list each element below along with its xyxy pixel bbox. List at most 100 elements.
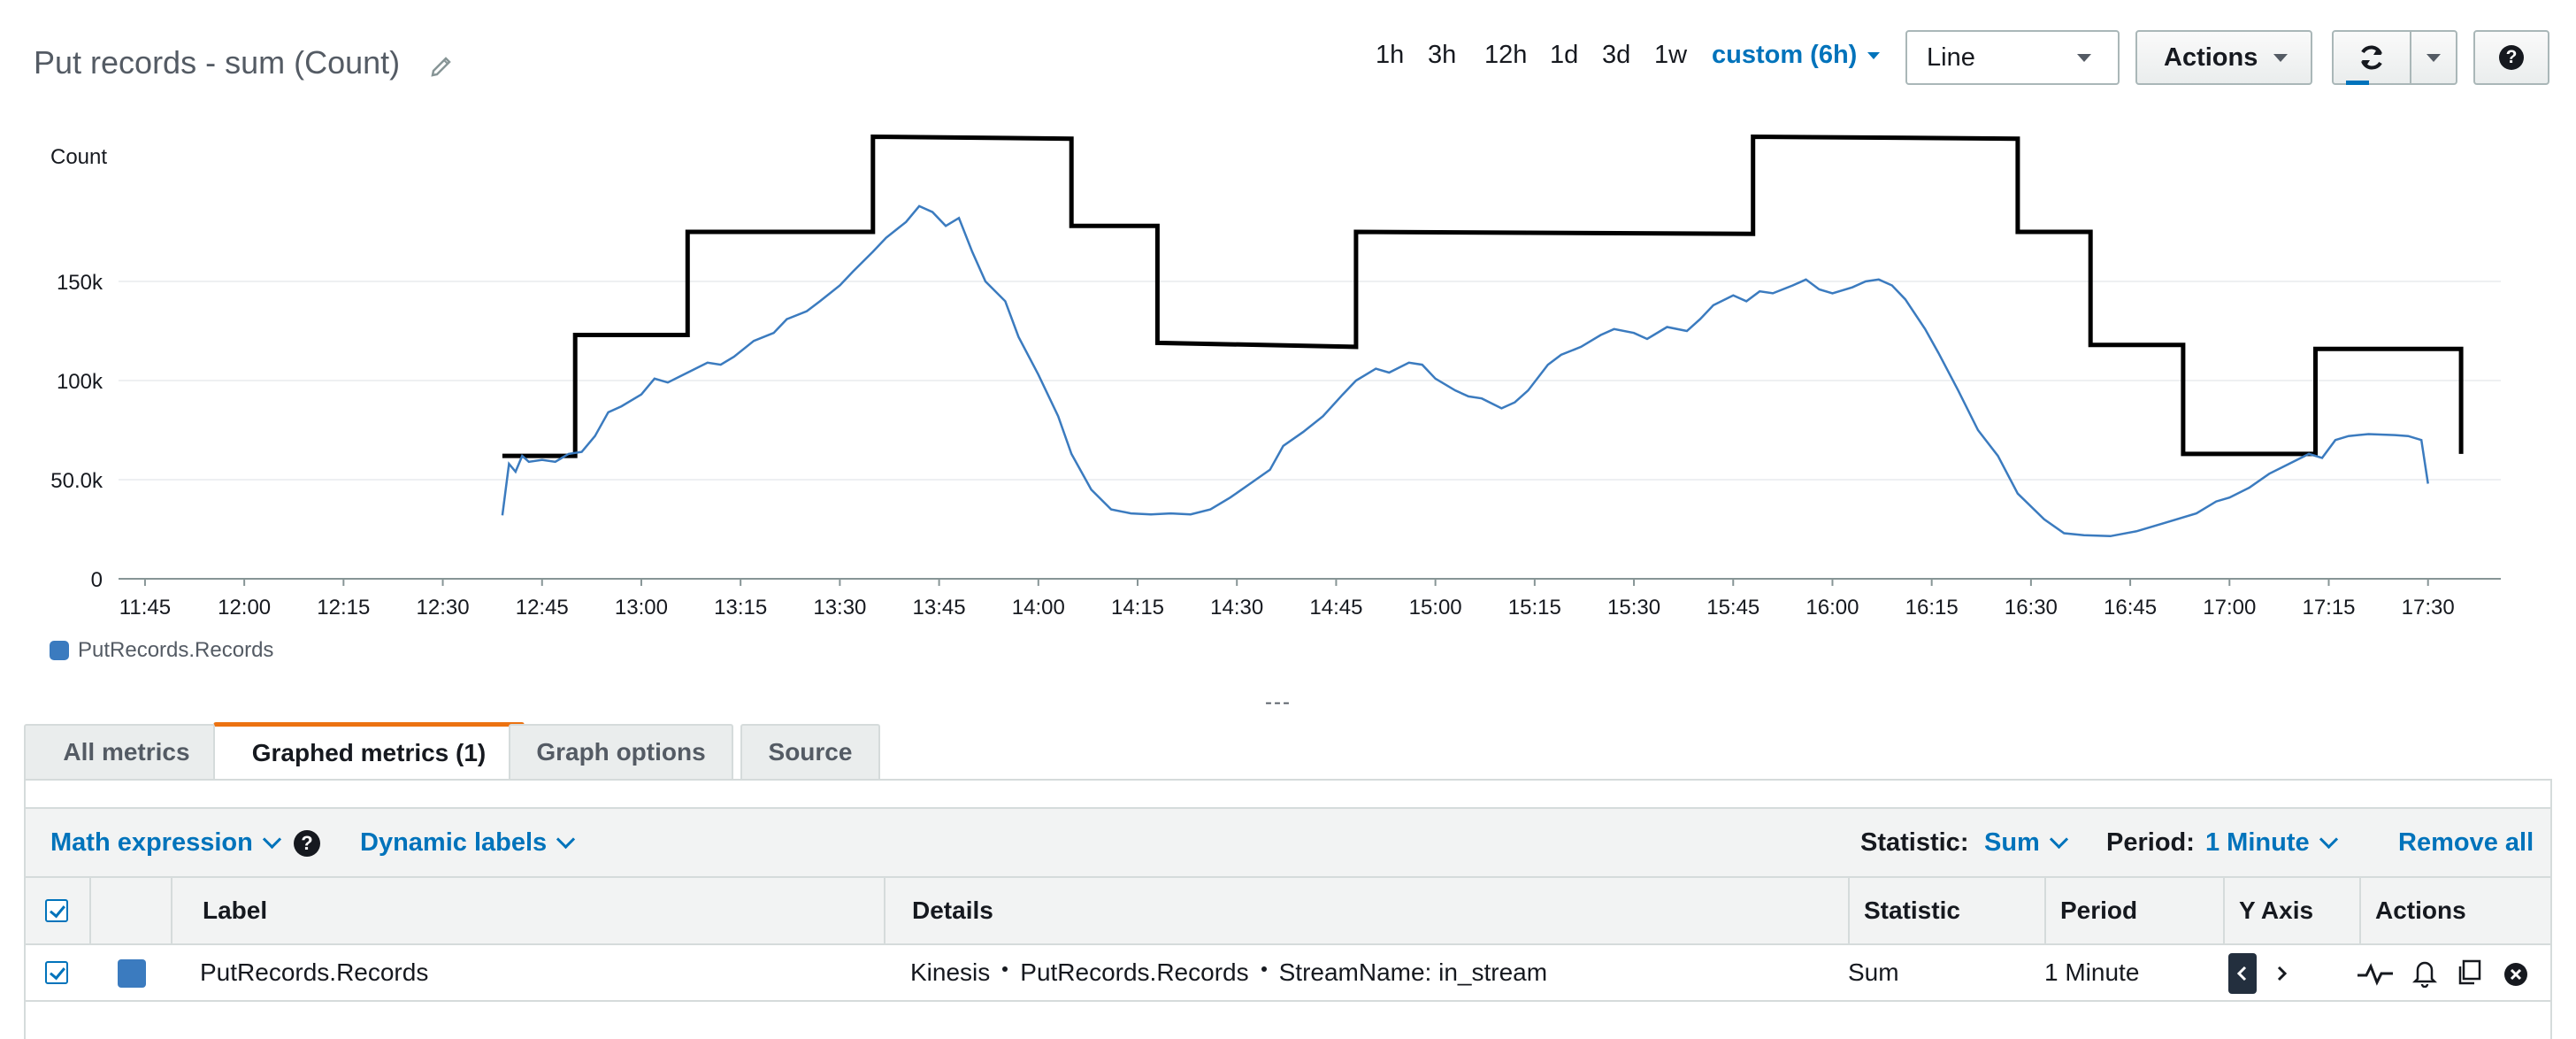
remove-all-link[interactable]: Remove all: [2398, 828, 2534, 857]
y-tick-label: 100k: [57, 370, 104, 394]
row-statistic[interactable]: Sum: [1848, 958, 1899, 986]
legend-label: PutRecords.Records: [78, 638, 274, 662]
x-tick-label: 16:45: [2104, 596, 2157, 620]
refresh-interval-dropdown[interactable]: [2410, 30, 2457, 85]
tab-graphed-metrics[interactable]: Graphed metrics (1): [213, 722, 525, 779]
x-tick-label: 14:45: [1309, 596, 1362, 620]
tab-label: All metrics: [63, 738, 190, 766]
actions-column-header: Actions: [2359, 878, 2550, 943]
y-tick-label: 150k: [57, 271, 104, 295]
range-1h[interactable]: 1h: [1376, 41, 1405, 69]
caret-down-icon: [2273, 54, 2288, 62]
x-tick-label: 12:45: [516, 596, 569, 620]
period-value: 1 Minute: [2205, 828, 2310, 857]
math-expression-dropdown[interactable]: Math expression: [50, 828, 281, 858]
y-tick-label: 0: [91, 568, 103, 592]
range-1d[interactable]: 1d: [1550, 41, 1579, 69]
math-expression-label: Math expression: [50, 828, 253, 857]
y-axis-column-header[interactable]: Y Axis: [2223, 878, 2359, 943]
copy-icon[interactable]: [2455, 958, 2485, 988]
color-column-header: [89, 878, 171, 943]
x-tick-label: 16:15: [1905, 596, 1959, 620]
x-tick-label: 14:00: [1012, 596, 1065, 620]
help-button[interactable]: ?: [2473, 30, 2549, 85]
table-row: PutRecords.Records Kinesis PutRecords.Rec…: [26, 945, 2550, 1002]
tab-all-metrics[interactable]: All metrics: [24, 724, 229, 779]
tab-label: Graph options: [536, 738, 706, 766]
x-tick-label: 15:15: [1508, 596, 1561, 620]
chevron-left-icon: [2236, 966, 2247, 981]
range-1w[interactable]: 1w: [1654, 41, 1688, 69]
tab-graph-options[interactable]: Graph options: [509, 724, 733, 779]
row-period[interactable]: 1 Minute: [2044, 958, 2140, 986]
period-column-header[interactable]: Period: [2044, 878, 2223, 943]
y-axis-label: Count: [50, 145, 107, 169]
series-color-swatch[interactable]: [118, 959, 146, 988]
x-tick-label: 15:00: [1409, 596, 1462, 620]
custom-range-label: custom (6h): [1712, 41, 1858, 69]
chevron-down-icon: [556, 829, 576, 850]
x-tick-label: 13:45: [913, 596, 966, 620]
view-type-value: Line: [1927, 42, 1975, 72]
detail-metric: PutRecords.Records: [1020, 958, 1249, 986]
resize-handle[interactable]: ---: [1265, 690, 1292, 714]
x-tick-label: 14:15: [1111, 596, 1164, 620]
x-tick-label: 17:15: [2302, 596, 2355, 620]
row-details: Kinesis PutRecords.Records StreamName: in_…: [910, 945, 1547, 1000]
y-axis-left-button[interactable]: [2228, 953, 2257, 994]
select-all-checkbox[interactable]: [45, 899, 68, 922]
y-axis-right-button[interactable]: [2267, 953, 2296, 994]
chevron-down-icon: [2319, 829, 2338, 850]
label-column-header[interactable]: Label: [171, 878, 884, 943]
graph-metric-icon[interactable]: [2356, 961, 2395, 986]
x-tick-label: 12:15: [317, 596, 370, 620]
caret-down-icon: [2426, 53, 2441, 62]
chevron-down-icon: [2049, 829, 2068, 850]
range-12h[interactable]: 12h: [1484, 41, 1528, 69]
refresh-progress-indicator: [2346, 81, 2369, 85]
x-tick-label: 13:00: [615, 596, 668, 620]
graph-title: Put records - sum (Count): [34, 44, 401, 81]
series-line-putrecords: [501, 204, 2429, 538]
row-label[interactable]: PutRecords.Records: [200, 958, 429, 986]
x-tick-label: 17:30: [2402, 596, 2455, 620]
actions-button[interactable]: Actions: [2135, 30, 2312, 85]
caret-down-icon: [1867, 52, 1881, 60]
y-tick-label: 50.0k: [50, 469, 104, 493]
metrics-toolbar: Math expression ? Dynamic labels Statist…: [26, 807, 2550, 878]
period-dropdown[interactable]: 1 Minute: [2205, 828, 2338, 858]
legend-swatch: [50, 641, 69, 660]
x-tick-label: 15:45: [1706, 596, 1760, 620]
close-icon[interactable]: [2503, 961, 2529, 988]
chart-legend[interactable]: PutRecords.Records: [50, 638, 273, 663]
dynamic-labels-dropdown[interactable]: Dynamic labels: [360, 828, 576, 858]
statistic-dropdown[interactable]: Sum: [1984, 828, 2068, 858]
range-3d[interactable]: 3d: [1602, 41, 1631, 69]
x-tick-label: 14:30: [1210, 596, 1263, 620]
bell-icon[interactable]: [2411, 958, 2439, 988]
x-tick-label: 12:00: [218, 596, 271, 620]
help-icon[interactable]: ?: [294, 830, 320, 857]
row-select-checkbox[interactable]: [45, 961, 68, 984]
chevron-down-icon: [262, 829, 281, 850]
refresh-button[interactable]: [2332, 30, 2411, 85]
details-column-header[interactable]: Details: [884, 878, 1848, 943]
detail-dimension: StreamName: in_stream: [1278, 958, 1548, 986]
tab-label: Source: [768, 738, 853, 766]
x-tick-label: 13:30: [813, 596, 866, 620]
range-3h[interactable]: 3h: [1428, 41, 1457, 69]
statistic-column-header[interactable]: Statistic: [1848, 878, 2044, 943]
metrics-table-header: Label Details Statistic Period Y Axis Ac…: [26, 878, 2550, 945]
x-tick-label: 16:00: [1806, 596, 1859, 620]
annotation-step-line: [502, 134, 2464, 458]
x-tick-label: 11:45: [119, 596, 171, 620]
pencil-icon[interactable]: [428, 51, 455, 78]
tab-source[interactable]: Source: [740, 724, 880, 779]
graphed-metrics-panel: Math expression ? Dynamic labels Statist…: [24, 779, 2552, 1039]
x-tick-label: 12:30: [417, 596, 470, 620]
view-type-select[interactable]: Line: [1905, 30, 2120, 85]
custom-range-dropdown[interactable]: custom (6h): [1712, 41, 1881, 70]
tabs-bar: All metrics Graphed metrics (1) Graph op…: [24, 722, 2552, 781]
statistic-value: Sum: [1984, 828, 2040, 857]
period-label: Period:: [2106, 828, 2195, 857]
